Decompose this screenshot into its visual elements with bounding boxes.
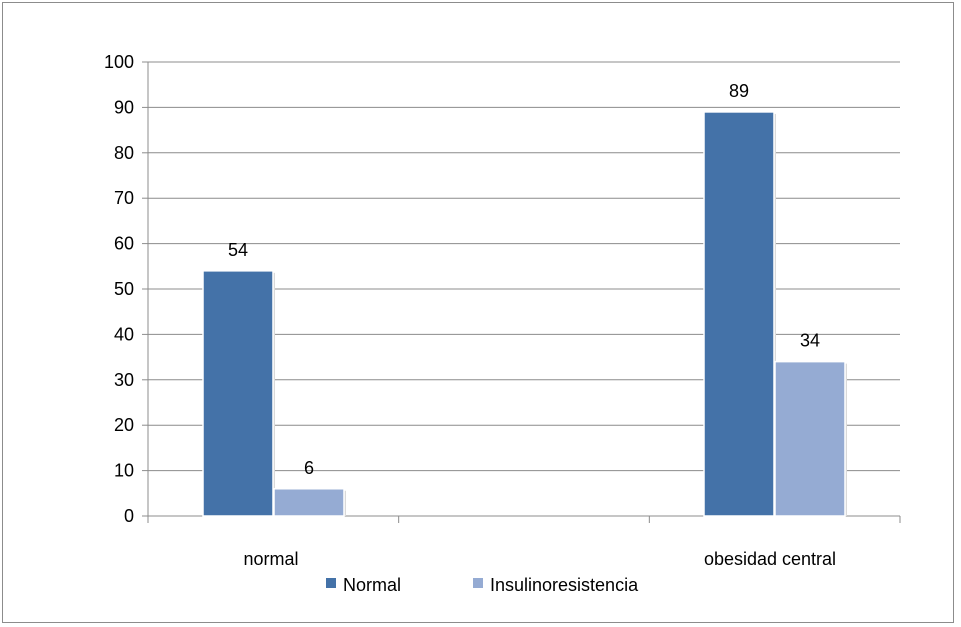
- bar-normal-1: [703, 111, 775, 517]
- data-label: 89: [729, 81, 749, 101]
- data-labels: 54 6 89 34: [228, 81, 820, 478]
- category-labels: normal obesidad central: [243, 549, 836, 569]
- y-tick-label: 40: [114, 324, 134, 344]
- legend-label: Insulinoresistencia: [490, 575, 639, 595]
- y-tick-label: 30: [114, 370, 134, 390]
- bar-insulinoresistencia-1: [774, 360, 846, 517]
- y-tick-label: 70: [114, 188, 134, 208]
- y-tick-label: 20: [114, 415, 134, 435]
- y-tick-label: 90: [114, 97, 134, 117]
- bar-insulinoresistencia-0: [273, 488, 345, 517]
- y-tick-label: 100: [104, 52, 134, 72]
- category-label: obesidad central: [704, 549, 836, 569]
- y-tick-label: 0: [124, 506, 134, 526]
- data-label: 54: [228, 240, 248, 260]
- category-label: normal: [243, 549, 298, 569]
- legend-swatch: [473, 578, 483, 588]
- legend: Normal Insulinoresistencia: [326, 575, 639, 595]
- data-label: 34: [800, 331, 820, 351]
- legend-label: Normal: [343, 575, 401, 595]
- y-tick-label: 80: [114, 143, 134, 163]
- data-label: 6: [304, 458, 314, 478]
- y-tick-label: 10: [114, 461, 134, 481]
- y-tick-label: 60: [114, 234, 134, 254]
- legend-swatch: [326, 578, 336, 588]
- bars: [202, 111, 847, 517]
- y-tick-labels: 0 10 20 30 40 50 60 70 80 90 100: [104, 52, 134, 526]
- bar-normal-0: [202, 270, 274, 517]
- y-tick-label: 50: [114, 279, 134, 299]
